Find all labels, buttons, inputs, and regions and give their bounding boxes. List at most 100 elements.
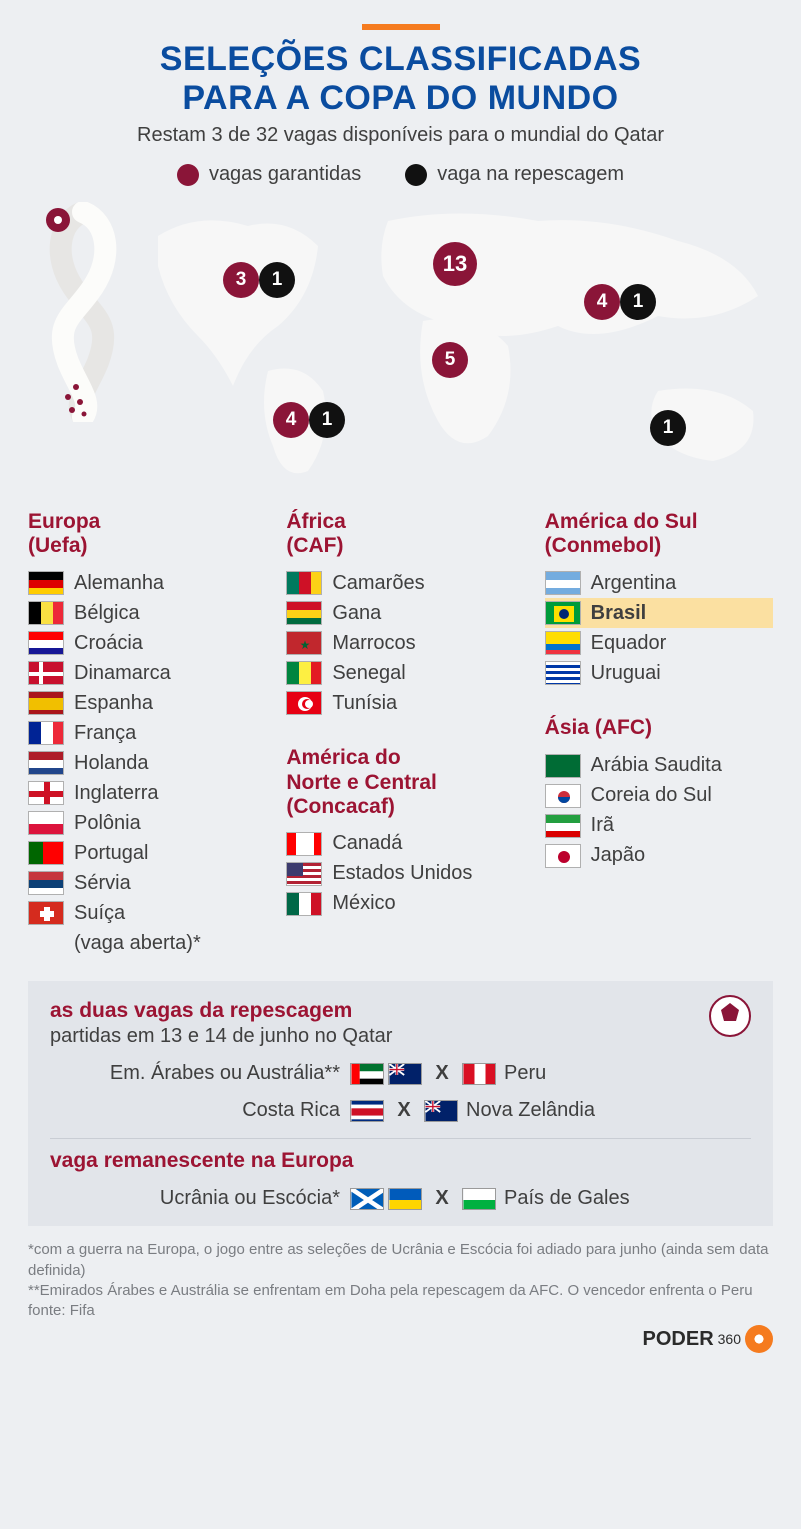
team-name: Portugal	[74, 842, 149, 865]
europe-remaining-title: vaga remanescente na Europa	[50, 1149, 751, 1173]
team-name: Japão	[591, 844, 646, 867]
match-left: Em. Árabes ou Austrália**	[50, 1062, 350, 1085]
flag-icon	[28, 811, 64, 835]
flag-icon	[545, 814, 581, 838]
map-bubble: 5	[432, 342, 468, 378]
team-row: Holanda	[28, 748, 256, 778]
match-right: Peru	[496, 1062, 546, 1085]
team-name: Polônia	[74, 812, 141, 835]
footnote-line: fonte: Fifa	[28, 1301, 773, 1321]
divider	[50, 1138, 751, 1139]
team-name: Sérvia	[74, 872, 131, 895]
flag-icon	[545, 844, 581, 868]
team-name: Espanha	[74, 692, 153, 715]
dot-guaranteed-icon	[177, 164, 199, 186]
team-row: Sérvia	[28, 868, 256, 898]
team-name: França	[74, 722, 136, 745]
title-line1: SELEÇÕES CLASSIFICADAS	[160, 40, 641, 78]
team-name: Arábia Saudita	[591, 754, 722, 777]
team-row: Gana	[286, 598, 514, 628]
vs-label: X	[384, 1099, 424, 1122]
flag-icon	[424, 1100, 458, 1122]
match-row: Em. Árabes ou Austrália** X Peru	[50, 1062, 751, 1085]
flag-icon	[545, 661, 581, 685]
team-name: Bélgica	[74, 602, 140, 625]
team-name: Brasil	[591, 602, 647, 625]
team-row: Alemanha	[28, 568, 256, 598]
map-bubble: 4	[584, 284, 620, 320]
match-right: Nova Zelândia	[458, 1099, 595, 1122]
brand-suffix: 360	[718, 1331, 741, 1347]
map-bubble: 4	[273, 402, 309, 438]
flag-icon	[28, 721, 64, 745]
vs-label: X	[422, 1062, 462, 1085]
playoff-box: as duas vagas da repescagem partidas em …	[28, 981, 773, 1226]
legend-guaranteed-label: vagas garantidas	[209, 163, 361, 186]
subtitle: Restam 3 de 32 vagas disponíveis para o …	[28, 124, 773, 147]
flag-icon	[350, 1188, 384, 1210]
flag-icon	[545, 754, 581, 778]
legend: vagas garantidas vaga na repescagem	[28, 163, 773, 186]
col-right: América do Sul(Conmebol) ArgentinaBrasil…	[545, 510, 773, 955]
match-left: Costa Rica	[50, 1099, 350, 1122]
team-name: Tunísia	[332, 692, 397, 715]
team-row: Portugal	[28, 838, 256, 868]
flag-icon	[286, 862, 322, 886]
team-name: Uruguai	[591, 662, 661, 685]
flag-icon	[28, 631, 64, 655]
team-row: Tunísia	[286, 688, 514, 718]
team-row: Espanha	[28, 688, 256, 718]
flag-icon	[28, 901, 64, 925]
flag-icon	[545, 601, 581, 625]
footnote-line: **Emirados Árabes e Austrália se enfrent…	[28, 1281, 773, 1301]
flag-icon	[286, 892, 322, 916]
map-bubble: 1	[259, 262, 295, 298]
brand-sun-icon	[745, 1325, 773, 1353]
team-row: Suíça	[28, 898, 256, 928]
main-title: SELEÇÕES CLASSIFICADAS PARA A COPA DO MU…	[28, 40, 773, 118]
flag-icon	[388, 1188, 422, 1210]
team-name: Coreia do Sul	[591, 784, 712, 807]
groups-grid: Europa(Uefa) AlemanhaBélgicaCroáciaDinam…	[28, 510, 773, 955]
team-row: Equador	[545, 628, 773, 658]
team-row: Dinamarca	[28, 658, 256, 688]
team-row: Senegal	[286, 658, 514, 688]
col-center: África(CAF) CamarõesGana★MarrocosSenegal…	[286, 510, 514, 955]
title-line2: PARA A COPA DO MUNDO	[182, 79, 618, 117]
team-name: Dinamarca	[74, 662, 171, 685]
team-row: ★Marrocos	[286, 628, 514, 658]
map-bubble: 1	[309, 402, 345, 438]
team-name: Alemanha	[74, 572, 164, 595]
team-name: Croácia	[74, 632, 143, 655]
team-name: México	[332, 892, 395, 915]
map-bubble: 1	[650, 410, 686, 446]
playoff-sub: partidas em 13 e 14 de junho no Qatar	[50, 1025, 751, 1048]
match-left: Ucrânia ou Escócia*	[50, 1187, 350, 1210]
legend-playoff: vaga na repescagem	[405, 163, 624, 186]
flag-icon	[545, 571, 581, 595]
team-row: Croácia	[28, 628, 256, 658]
flag-icon	[545, 784, 581, 808]
europe-open-slot: (vaga aberta)*	[28, 932, 256, 955]
team-name: Canadá	[332, 832, 402, 855]
flag-icon	[28, 781, 64, 805]
team-name: Inglaterra	[74, 782, 159, 805]
flag-icon	[28, 871, 64, 895]
flag-icon	[462, 1188, 496, 1210]
legend-playoff-label: vaga na repescagem	[437, 163, 624, 186]
team-name: Senegal	[332, 662, 405, 685]
flag-icon	[28, 661, 64, 685]
team-row: Irã	[545, 811, 773, 841]
flag-icon	[545, 631, 581, 655]
team-name: Gana	[332, 602, 381, 625]
team-row: Argentina	[545, 568, 773, 598]
map-area: 3113415411	[28, 196, 773, 506]
map-bubble: 13	[433, 242, 477, 286]
playoff-title: as duas vagas da repescagem	[50, 999, 751, 1023]
team-row: Inglaterra	[28, 778, 256, 808]
team-name: Camarões	[332, 572, 424, 595]
flag-icon	[286, 601, 322, 625]
flag-icon	[462, 1063, 496, 1085]
team-row: Canadá	[286, 829, 514, 859]
match-right: País de Gales	[496, 1187, 630, 1210]
